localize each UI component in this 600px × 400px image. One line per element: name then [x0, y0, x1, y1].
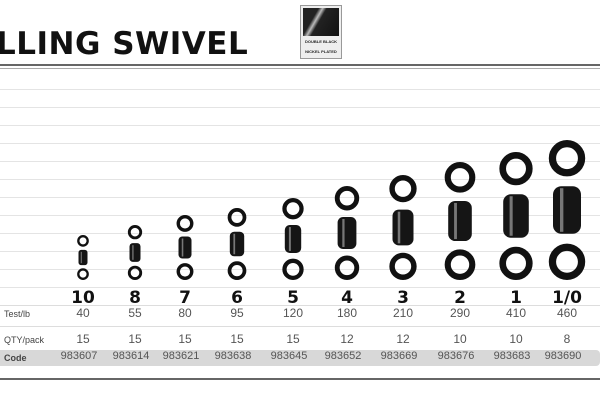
- codes-cell: 983638: [214, 350, 252, 362]
- qty_pack-cell: 10: [453, 332, 467, 346]
- swivel-4: [334, 186, 360, 280]
- divider: [0, 326, 600, 327]
- swivel-1: [499, 152, 533, 280]
- finish-swatch: [303, 8, 339, 36]
- qty-row: QTY/pack 15 15 15 15 15 12 12 10 10 8: [0, 332, 600, 348]
- test_lb-cell: 40: [76, 306, 90, 320]
- qty_pack-cell: 15: [178, 332, 192, 346]
- top-rule: [0, 64, 600, 66]
- sizes-cell: 3: [397, 288, 409, 308]
- test_lb-cell: 95: [230, 306, 244, 320]
- qty-label: QTY/pack: [4, 335, 45, 345]
- codes-cell: 983669: [380, 350, 418, 362]
- size-row: 10 8 7 6 5 4 3 2 1 1/0: [0, 286, 600, 308]
- codes-cell: 983676: [437, 350, 475, 362]
- swivel-3: [389, 174, 417, 281]
- test_lb-cell: 460: [556, 306, 578, 320]
- finish-badge: DOUBLE BLACK NICKEL PLATED: [300, 5, 342, 59]
- swivel-10: [77, 235, 89, 281]
- test-row: Test/lb 40 55 80 95 120 180 210 290 410 460: [0, 306, 600, 322]
- codes-cell: 983645: [270, 350, 308, 362]
- test-label: Test/lb: [4, 309, 31, 319]
- swivel-6: [227, 207, 247, 281]
- codes-cell: 983652: [324, 350, 362, 362]
- divider: [0, 305, 600, 306]
- sizes-cell: 6: [231, 288, 243, 308]
- swivel-8: [127, 224, 143, 281]
- sizes-cell: 1: [510, 288, 522, 308]
- code-row: Code 983607 983614 983621 983638 983645 98365…: [0, 350, 600, 366]
- sizes-cell: 1/0: [552, 288, 582, 308]
- qty_pack-cell: 15: [286, 332, 300, 346]
- background-stripes: [0, 72, 600, 292]
- test_lb-cell: 410: [505, 306, 527, 320]
- test_lb-cell: 290: [449, 306, 471, 320]
- code-label: Code: [4, 353, 27, 363]
- badge-line1: DOUBLE BLACK: [305, 39, 337, 44]
- codes-cell: 983683: [493, 350, 531, 362]
- test_lb-cell: 55: [128, 306, 142, 320]
- bottom-rule: [0, 378, 600, 380]
- codes-cell: 983607: [60, 350, 98, 362]
- test_lb-cell: 80: [178, 306, 192, 320]
- codes-cell: 983621: [162, 350, 200, 362]
- test_lb-cell: 180: [336, 306, 358, 320]
- qty_pack-cell: 15: [76, 332, 90, 346]
- qty_pack-cell: 12: [340, 332, 354, 346]
- sizes-cell: 2: [454, 288, 466, 308]
- swivel-2: [444, 161, 476, 281]
- qty_pack-cell: 15: [230, 332, 244, 346]
- sizes-cell: 7: [179, 288, 191, 308]
- sizes-cell: 5: [287, 288, 299, 308]
- top-rule-thin: [0, 68, 600, 69]
- sizes-cell: 4: [341, 288, 353, 308]
- badge-line2: NICKEL PLATED: [305, 49, 337, 54]
- swivel-1/0: [548, 139, 586, 280]
- qty_pack-cell: 8: [563, 332, 571, 346]
- swivel-7: [176, 215, 194, 280]
- qty_pack-cell: 12: [396, 332, 410, 346]
- test_lb-cell: 210: [392, 306, 414, 320]
- page-title: LLING SWIVEL: [0, 26, 249, 62]
- qty_pack-cell: 15: [128, 332, 142, 346]
- sizes-cell: 8: [129, 288, 141, 308]
- swivel-5: [282, 198, 304, 281]
- codes-cell: 983614: [112, 350, 150, 362]
- test_lb-cell: 120: [282, 306, 304, 320]
- swivel-illustrations: [77, 139, 586, 281]
- qty_pack-cell: 10: [509, 332, 523, 346]
- sizes-cell: 10: [71, 288, 95, 308]
- codes-cell: 983690: [544, 350, 582, 362]
